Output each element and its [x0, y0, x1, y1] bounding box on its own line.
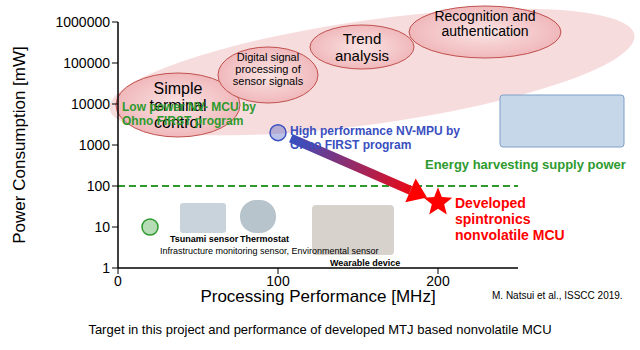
svg-text:100: 100	[87, 178, 111, 194]
html-text:Tsunami sensor Thermostat: Tsunami sensor Thermostat	[170, 234, 289, 244]
html-text:Simple terminal control: Simple terminal control	[149, 80, 207, 131]
html-text:M. Natsui et al., ISSCC 2019.: M. Natsui et al., ISSCC 2019.	[492, 290, 623, 301]
svg-text:10000: 10000	[71, 96, 110, 112]
svg-text:Processing Performance [MHz]: Processing Performance [MHz]	[200, 287, 435, 306]
html-text:Wearable device: Wearable device	[330, 258, 401, 268]
svg-text:100000: 100000	[63, 55, 110, 71]
svg-text:Power Consumption [mW]: Power Consumption [mW]	[10, 46, 29, 243]
html-text:Low power NV- MCU by Ohno FIRS: Low power NV- MCU by Ohno FIRST program	[122, 100, 256, 128]
html-text:Energy harvesting supply power: Energy harvesting supply power	[425, 157, 626, 172]
html-text:Developed spintronics nonvolat: Developed spintronics nonvolatile MCU	[455, 195, 565, 243]
html-text:Trend analysis: Trend analysis	[334, 30, 390, 64]
svg-text:1000000: 1000000	[55, 14, 110, 30]
html-text:High performance NV-MPU by Ohn: High performance NV-MPU by Ohno FIRST pr…	[290, 124, 460, 152]
svg-text:0: 0	[114, 273, 122, 289]
html-text:Recognition and authentication: Recognition and authentication	[434, 8, 536, 39]
html-text:Infrastructure monitoring sens: Infrastructure monitoring sensor, Enviro…	[160, 246, 379, 256]
svg-text:200: 200	[426, 272, 450, 289]
html-text:Digital signal processing of s: Digital signal processing of sensor sign…	[232, 51, 304, 87]
svg-text:1000: 1000	[79, 137, 110, 153]
svg-text:10: 10	[94, 219, 110, 235]
html-text:Target in this project and per: Target in this project and performance o…	[88, 322, 552, 337]
svg-text:100: 100	[266, 272, 290, 289]
svg-text:1: 1	[102, 260, 110, 276]
